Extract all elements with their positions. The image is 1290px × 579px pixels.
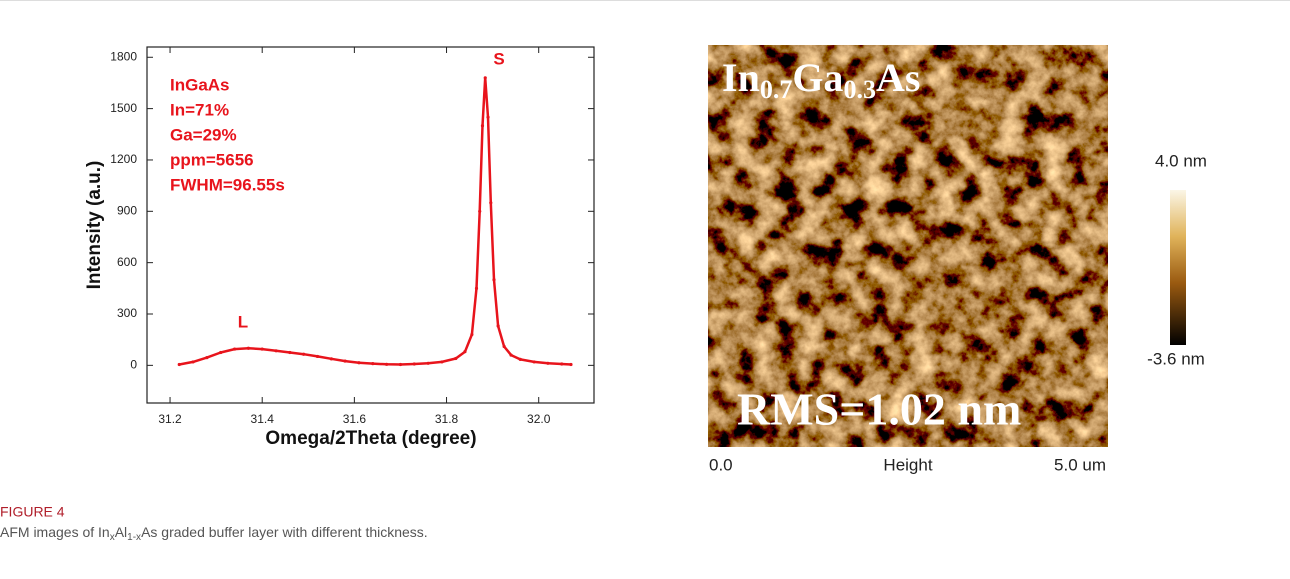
data-point	[454, 357, 457, 360]
x-tick-label: 31.2	[158, 412, 182, 426]
x-tick-label: 31.8	[435, 412, 459, 426]
data-point	[503, 345, 506, 348]
caption-text: AFM images of InxAl1-xAs graded buffer l…	[0, 524, 428, 543]
annotation: FWHM=96.55s	[170, 175, 285, 194]
scale-end: 5.0 um	[1054, 455, 1106, 474]
data-point	[497, 324, 500, 327]
figure: Intensity (a.u.) Omega/2Theta (degree) L…	[0, 0, 1290, 579]
page: Intensity (a.u.) Omega/2Theta (degree) L…	[0, 0, 1290, 579]
data-point	[427, 362, 430, 365]
data-point	[191, 360, 194, 363]
y-tick-label: 1800	[110, 49, 137, 63]
annotation: In=71%	[170, 100, 229, 119]
data-point	[344, 359, 347, 362]
data-point	[219, 351, 222, 354]
x-tick-label: 31.6	[343, 412, 367, 426]
colorbar-min: -3.6 nm	[1147, 349, 1205, 368]
data-point	[478, 210, 481, 213]
x-tick-label: 32.0	[527, 412, 551, 426]
data-point	[463, 350, 466, 353]
data-point	[532, 360, 535, 363]
data-point	[385, 363, 388, 366]
data-point	[399, 363, 402, 366]
afm-rms: RMS=1.02 nm	[737, 384, 1021, 435]
peak-label: S	[493, 49, 504, 68]
data-point	[546, 362, 549, 365]
y-tick-label: 0	[130, 358, 137, 372]
data-point	[489, 201, 492, 204]
data-point	[371, 362, 374, 365]
data-point	[470, 333, 473, 336]
data-point	[261, 347, 264, 350]
data-point	[288, 351, 291, 354]
annotation: Ga=29%	[170, 125, 237, 144]
data-point	[357, 361, 360, 364]
y-tick-label: 1200	[110, 152, 137, 166]
data-point	[484, 76, 487, 79]
data-point	[247, 347, 250, 350]
y-tick-label: 900	[117, 203, 137, 217]
data-point	[492, 278, 495, 281]
y-tick-label: 600	[117, 255, 137, 269]
data-point	[330, 357, 333, 360]
y-tick-label: 1500	[110, 101, 137, 115]
data-point	[233, 347, 236, 350]
x-tick-label: 31.4	[251, 412, 275, 426]
data-point	[205, 356, 208, 359]
data-point	[475, 287, 478, 290]
scale-start: 0.0	[709, 455, 733, 474]
data-point	[509, 353, 512, 356]
y-tick-label: 300	[117, 306, 137, 320]
colorbar	[1170, 190, 1186, 345]
data-point	[302, 353, 305, 356]
data-point	[569, 363, 572, 366]
afm-title: In0.7Ga0.3As	[722, 55, 920, 104]
y-axis-label: Intensity (a.u.)	[84, 161, 105, 290]
x-axis-label: Omega/2Theta (degree)	[265, 428, 476, 449]
peak-label: L	[238, 312, 248, 331]
annotation: InGaAs	[170, 75, 230, 94]
data-point	[316, 355, 319, 358]
data-point	[486, 116, 489, 119]
caption-label: FIGURE 4	[0, 504, 65, 520]
scale-label: Height	[883, 455, 932, 474]
data-point	[560, 362, 563, 365]
data-point	[519, 358, 522, 361]
colorbar-max: 4.0 nm	[1155, 151, 1207, 170]
data-point	[481, 124, 484, 127]
data-point	[413, 362, 416, 365]
data-point	[274, 349, 277, 352]
annotation: ppm=5656	[170, 150, 254, 169]
data-point	[440, 360, 443, 363]
data-point	[178, 363, 181, 366]
